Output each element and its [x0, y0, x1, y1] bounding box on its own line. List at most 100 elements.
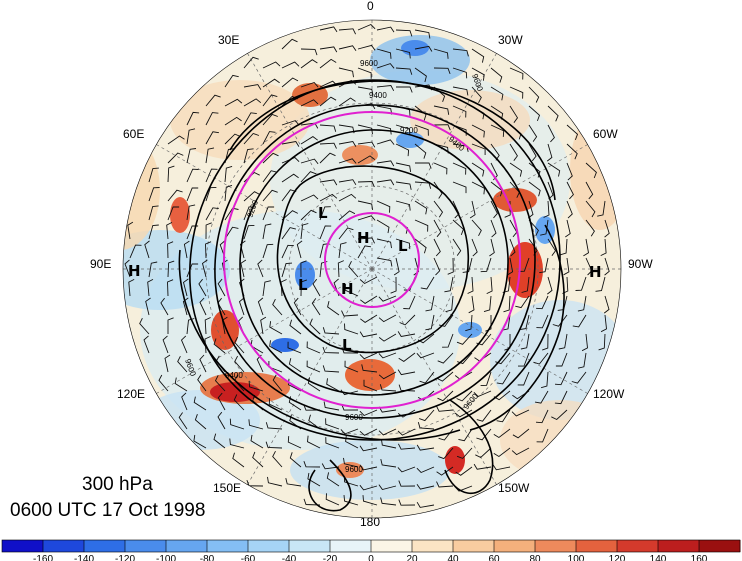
colorbar-swatch: [330, 540, 372, 552]
colorbar-swatch: [166, 540, 208, 552]
wind-barb: [397, 428, 416, 436]
valid-time-label: 0600 UTC 17 Oct 1998: [10, 500, 206, 521]
wind-barb: [436, 371, 454, 382]
wind-barb: [338, 210, 356, 221]
wind-barb: [395, 67, 413, 75]
wind-barb: [416, 501, 435, 508]
wind-barb: [300, 99, 319, 107]
wind-barb: [465, 314, 473, 332]
wind-barb: [233, 394, 245, 411]
wind-barb: [306, 360, 321, 373]
wind-barb: [502, 314, 511, 331]
wind-barb: [528, 181, 541, 197]
wind-barb: [376, 179, 395, 186]
colorbar-tick-label: -140: [74, 554, 94, 561]
wind-barb: [456, 333, 473, 345]
colorbar-swatch: [576, 540, 618, 552]
wind-barb: [265, 422, 283, 430]
wind-barb: [456, 390, 473, 402]
wind-barb: [507, 257, 514, 276]
wind-barb: [572, 314, 587, 328]
wind-barb: [148, 224, 159, 240]
longitude-label: 180: [360, 515, 380, 529]
wind-barb: [509, 143, 518, 161]
wind-barb: [272, 298, 283, 316]
wind-barb: [319, 124, 337, 132]
wind-barb: [540, 371, 549, 389]
wind-barb: [148, 167, 159, 183]
wind-barb: [338, 79, 357, 88]
wind-barb: [319, 26, 338, 33]
wind-barb: [205, 94, 221, 107]
wind-barb: [143, 335, 150, 354]
wind-barb: [378, 352, 397, 359]
longitude-label: 0: [367, 0, 374, 13]
wind-barb: [198, 278, 207, 297]
wind-barb: [319, 206, 331, 221]
wind-barb: [307, 472, 321, 487]
colorbar-tick-label: -20: [323, 554, 338, 561]
wind-barb: [319, 58, 337, 69]
colorbar-swatch: [43, 540, 85, 552]
wind-barb: [452, 181, 467, 194]
wind-barb: [433, 105, 450, 115]
wind-barb: [343, 457, 359, 468]
wind-barb: [262, 170, 278, 183]
reference-circle-inner: [324, 212, 420, 308]
wind-barb: [287, 341, 302, 354]
wind-barb: [281, 156, 300, 164]
wind-barb: [204, 336, 211, 354]
wind-barb: [604, 257, 610, 276]
wind-barb: [186, 318, 195, 335]
wind-barb: [338, 179, 357, 186]
colorbar-swatch: [412, 540, 454, 552]
wind-barb: [234, 336, 245, 354]
wind-barb: [205, 222, 212, 240]
wind-barb: [319, 179, 338, 186]
wind-barb: [357, 124, 373, 135]
wind-barb: [338, 141, 357, 147]
colorbar-tick-label: -80: [200, 554, 215, 561]
wind-barb: [293, 297, 302, 316]
wind-barb: [337, 260, 344, 278]
wind-barb: [454, 409, 473, 418]
wind-barb: [581, 333, 588, 352]
high-center: H: [589, 263, 602, 281]
wind-barb: [180, 335, 188, 354]
wind-barb: [376, 238, 392, 249]
wind-barb: [490, 86, 504, 101]
wind-barb: [378, 295, 397, 302]
wind-barb: [338, 227, 354, 240]
wind-barb: [248, 380, 264, 392]
wind-barb: [398, 352, 416, 362]
wind-barb: [376, 219, 390, 234]
wind-barb: [325, 437, 340, 449]
wind-barb: [357, 86, 374, 96]
wind-barb: [224, 226, 239, 240]
wind-barb: [148, 261, 158, 278]
colorbar-tick-label: -120: [115, 554, 135, 561]
wind-barb: [480, 371, 492, 387]
wind-barb: [338, 158, 357, 164]
wind-barb: [585, 219, 595, 237]
wind-barb: [338, 193, 357, 202]
wind-barb: [395, 162, 412, 172]
wind-barb: [359, 352, 378, 360]
wind-barb: [322, 365, 340, 373]
wind-barb: [127, 221, 134, 240]
wind-barb: [433, 219, 442, 238]
wind-barb: [558, 333, 568, 350]
wind-barb: [363, 379, 378, 392]
low-center: L: [298, 276, 308, 294]
wind-barb: [224, 165, 233, 183]
wind-barb: [167, 279, 174, 297]
wind-barb: [243, 148, 254, 164]
longitude-label: 90W: [628, 257, 653, 271]
wind-barb: [360, 314, 378, 323]
wind-barb: [398, 480, 416, 487]
wind-barb: [224, 184, 233, 202]
wind-barb: [598, 333, 606, 351]
wind-barb: [327, 300, 340, 316]
wind-barb: [395, 86, 413, 93]
wind-barb: [300, 136, 318, 145]
